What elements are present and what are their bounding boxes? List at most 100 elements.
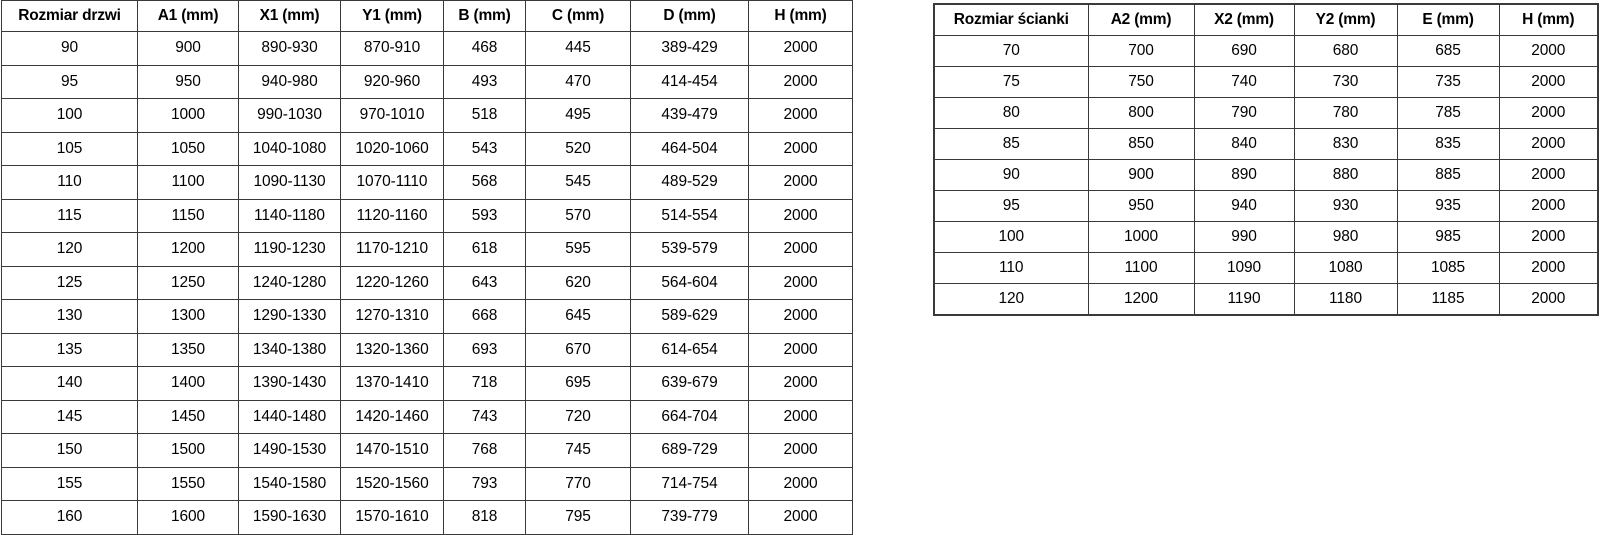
table-header-row: Rozmiar drzwi A1 (mm) X1 (mm) Y1 (mm) B (mm)…: [1, 0, 853, 32]
door-size-cell: 1340-1380: [238, 332, 341, 367]
wall-panel-size-cell: 740: [1193, 66, 1295, 98]
table-row: 95 950 940 930 935 2000: [933, 190, 1599, 222]
wall-panel-size-column-header-3: Y2 (mm): [1293, 3, 1398, 36]
door-size-cell: 639-679: [630, 366, 749, 401]
door-size-cell: 1520-1560: [340, 466, 444, 501]
door-size-cell: 493: [443, 64, 526, 99]
door-size-cell: 940-980: [238, 64, 341, 99]
door-size-cell: 745: [525, 433, 631, 468]
door-size-cell: 739-779: [630, 500, 749, 535]
wall-panel-size-cell: 950: [1087, 190, 1195, 222]
door-size-cell: 1600: [137, 500, 239, 535]
door-size-cell: 105: [1, 131, 138, 166]
door-size-cell: 1240-1280: [238, 265, 341, 300]
door-size-cell: 150: [1, 433, 138, 468]
door-size-column-header-0: Rozmiar drzwi: [1, 0, 138, 32]
door-size-cell: 464-504: [630, 131, 749, 166]
wall-panel-size-cell: 2000: [1498, 35, 1599, 67]
door-size-cell: 793: [443, 466, 526, 501]
door-size-cell: 1200: [137, 232, 239, 267]
wall-panel-size-cell: 980: [1293, 221, 1398, 253]
door-size-cell: 2000: [748, 399, 853, 434]
table-row: 75 750 740 730 735 2000: [933, 66, 1599, 98]
door-size-cell: 1300: [137, 299, 239, 334]
table-row: 110 1100 1090-1130 1070-1110 568 545 489-529 20…: [1, 165, 853, 200]
door-size-cell: 1170-1210: [340, 232, 444, 267]
wall-panel-size-cell: 885: [1396, 159, 1500, 191]
door-size-cell: 718: [443, 366, 526, 401]
table-row: 90 900 890 880 885 2000: [933, 159, 1599, 191]
table-row: 160 1600 1590-1630 1570-1610 818 795 739-779 20…: [1, 500, 853, 535]
table-row: 85 850 840 830 835 2000: [933, 128, 1599, 160]
wall-panel-size-cell: 930: [1293, 190, 1398, 222]
door-size-cell: 1120-1160: [340, 198, 444, 233]
door-size-cell: 1090-1130: [238, 165, 341, 200]
door-size-cell: 1270-1310: [340, 299, 444, 334]
door-size-cell: 160: [1, 500, 138, 535]
wall-panel-size-column-header-0: Rozmiar ścianki: [933, 3, 1089, 36]
door-size-cell: 570: [525, 198, 631, 233]
door-size-cell: 2000: [748, 165, 853, 200]
wall-panel-size-cell: 2000: [1498, 252, 1599, 284]
door-size-cell: 870-910: [340, 31, 444, 66]
door-size-cell: 470: [525, 64, 631, 99]
door-size-cell: 595: [525, 232, 631, 267]
door-size-table-header: Rozmiar drzwi A1 (mm) X1 (mm) Y1 (mm) B (mm)…: [1, 0, 853, 32]
door-size-table-body: 90 900 890-930 870-910 468 445 389-429 2000 95 95…: [1, 31, 853, 535]
door-size-cell: 489-529: [630, 165, 749, 200]
wall-panel-size-cell: 1100: [1087, 252, 1195, 284]
door-size-cell: 670: [525, 332, 631, 367]
door-size-cell: 135: [1, 332, 138, 367]
door-size-cell: 2000: [748, 64, 853, 99]
table-row: 110 1100 1090 1080 1085 2000: [933, 252, 1599, 284]
wall-panel-size-cell: 2000: [1498, 221, 1599, 253]
wall-panel-size-cell: 690: [1193, 35, 1295, 67]
door-size-cell: 900: [137, 31, 239, 66]
wall-panel-size-cell: 120: [933, 283, 1089, 316]
door-size-cell: 768: [443, 433, 526, 468]
door-size-cell: 1070-1110: [340, 165, 444, 200]
door-size-cell: 495: [525, 98, 631, 133]
wall-panel-size-cell: 830: [1293, 128, 1398, 160]
wall-panel-size-column-header-2: X2 (mm): [1193, 3, 1295, 36]
door-size-cell: 414-454: [630, 64, 749, 99]
door-size-cell: 1050: [137, 131, 239, 166]
wall-panel-size-cell: 2000: [1498, 128, 1599, 160]
door-size-cell: 693: [443, 332, 526, 367]
wall-panel-size-cell: 70: [933, 35, 1089, 67]
wall-panel-size-column-header-4: E (mm): [1396, 3, 1500, 36]
wall-panel-size-cell: 2000: [1498, 190, 1599, 222]
wall-panel-size-cell: 80: [933, 97, 1089, 129]
door-size-cell: 1390-1430: [238, 366, 341, 401]
wall-panel-size-cell: 685: [1396, 35, 1500, 67]
wall-panel-size-cell: 990: [1193, 221, 1295, 253]
door-size-cell: 564-604: [630, 265, 749, 300]
wall-panel-size-cell: 95: [933, 190, 1089, 222]
wall-panel-size-cell: 880: [1293, 159, 1398, 191]
door-size-cell: 1540-1580: [238, 466, 341, 501]
wall-panel-size-cell: 780: [1293, 97, 1398, 129]
table-row: 80 800 790 780 785 2000: [933, 97, 1599, 129]
door-size-cell: 795: [525, 500, 631, 535]
door-size-cell: 1370-1410: [340, 366, 444, 401]
door-size-cell: 2000: [748, 131, 853, 166]
table-row: 100 1000 990 980 985 2000: [933, 221, 1599, 253]
wall-panel-size-column-header-5: H (mm): [1498, 3, 1599, 36]
door-size-cell: 1290-1330: [238, 299, 341, 334]
table-row: 90 900 890-930 870-910 468 445 389-429 2000: [1, 31, 853, 66]
door-size-cell: 1550: [137, 466, 239, 501]
wall-panel-size-cell: 735: [1396, 66, 1500, 98]
door-size-cell: 2000: [748, 98, 853, 133]
door-size-cell: 2000: [748, 299, 853, 334]
wall-panel-size-cell: 1080: [1293, 252, 1398, 284]
door-size-cell: 95: [1, 64, 138, 99]
wall-panel-size-cell: 890: [1193, 159, 1295, 191]
wall-panel-size-cell: 835: [1396, 128, 1500, 160]
door-size-cell: 2000: [748, 198, 853, 233]
door-size-cell: 514-554: [630, 198, 749, 233]
door-size-column-header-1: A1 (mm): [137, 0, 239, 32]
door-size-cell: 695: [525, 366, 631, 401]
door-size-cell: 1220-1260: [340, 265, 444, 300]
door-size-cell: 664-704: [630, 399, 749, 434]
